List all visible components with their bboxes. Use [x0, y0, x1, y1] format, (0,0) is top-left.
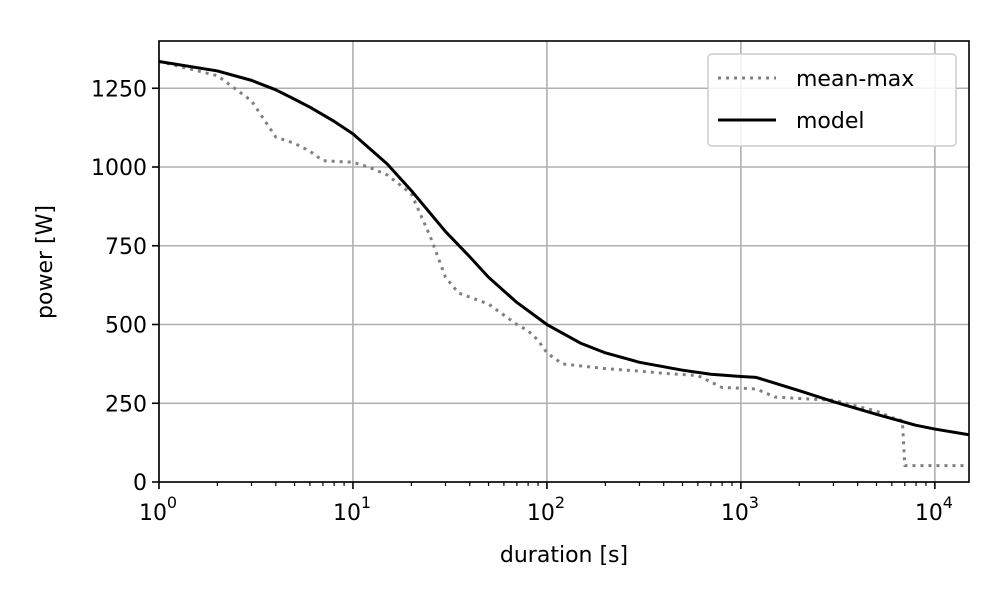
series-layer [158, 59, 970, 468]
x-tick-label: 10 [139, 501, 167, 526]
x-tick-exponent: 4 [943, 493, 953, 512]
y-tick-label: 1250 [91, 77, 147, 102]
x-tick-label: 10 [527, 501, 555, 526]
x-tick-exponent: 1 [361, 493, 371, 512]
x-tick-exponent: 0 [167, 493, 177, 512]
legend-label-model: model [796, 109, 865, 134]
y-tick-label: 250 [105, 392, 147, 417]
x-tick-label: 10 [915, 501, 943, 526]
y-tick-label: 0 [133, 471, 147, 496]
x-tick-exponent: 2 [555, 493, 565, 512]
x-axis: 10 0 10 1 10 2 10 3 10 4 [139, 482, 953, 526]
legend-label-mean-max: mean-max [796, 67, 914, 92]
x-tick-label: 10 [721, 501, 749, 526]
y-tick-label: 1000 [91, 156, 147, 181]
y-tick-label: 750 [105, 235, 147, 260]
y-axis-label: power [W] [33, 205, 58, 319]
legend-box [707, 53, 957, 147]
x-tick-label: 10 [333, 501, 361, 526]
x-axis-label: duration [s] [500, 543, 628, 568]
legend: mean-max model [707, 53, 957, 147]
y-tick-label: 500 [105, 314, 147, 339]
y-axis: 0 250 500 750 1000 1250 [91, 77, 159, 496]
plot-frame [158, 40, 970, 483]
series-line-model [158, 59, 970, 437]
x-tick-exponent: 3 [749, 493, 759, 512]
